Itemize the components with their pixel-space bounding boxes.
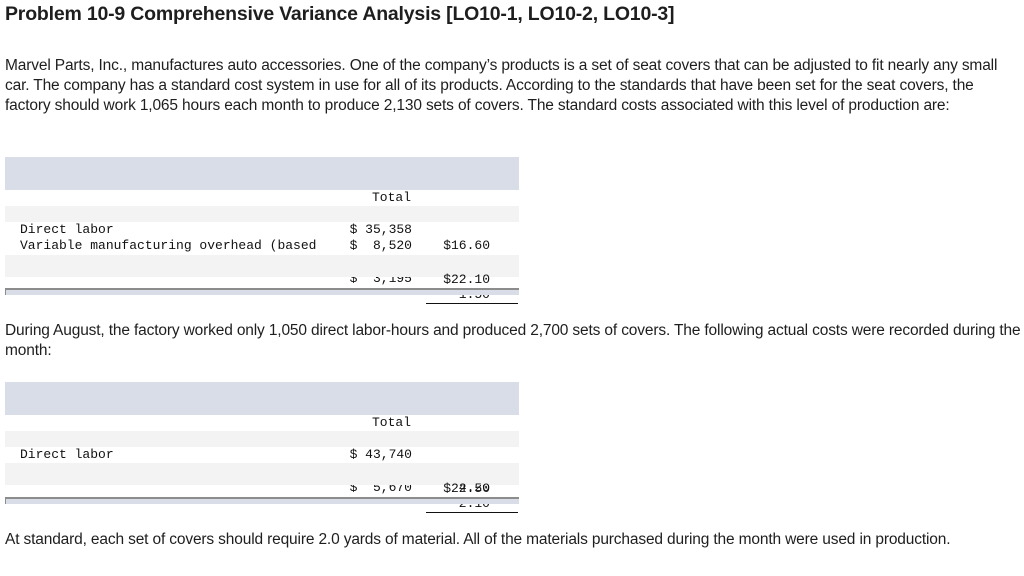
table-row: Direct labor $ 11,340 4.20: [5, 430, 519, 495]
table-row: Variable manufacturing overhead (based: [5, 222, 519, 253]
table-row: Direct materials (6,000 yards) $ 43,740 …: [5, 415, 519, 479]
august-paragraph: During August, the factory worked only 1…: [5, 322, 1021, 359]
table-row: Direct materials $ 35,358 $16.60: [5, 190, 519, 254]
row-label: Variable manufacturing overhead (based: [20, 238, 317, 254]
table-total-row: $22.50: [5, 463, 519, 501]
row-per-set: $16.60: [443, 238, 490, 254]
table-header-row: Per Set: [5, 382, 519, 413]
table-row: Variable manufacturing overhead $ 5,670 …: [5, 447, 519, 514]
table-horizontal-scrollbar[interactable]: [5, 497, 519, 504]
standard-cost-table: Per Set Total of Covers Direct materials…: [5, 157, 519, 305]
problem-title: Problem 10-9 Comprehensive Variance Anal…: [5, 3, 675, 25]
grand-total-per-set: $22.10: [443, 272, 490, 288]
standard-requirement-paragraph: At standard, each set of covers should r…: [5, 531, 951, 548]
intro-paragraph: Marvel Parts, Inc., manufactures auto ac…: [5, 57, 998, 114]
row-total: $ 35,358: [349, 222, 412, 238]
row-total: $ 43,740: [349, 447, 412, 463]
row-label: Direct labor: [20, 447, 114, 463]
grand-total-per-set: $22.50: [443, 480, 490, 496]
table-horizontal-scrollbar[interactable]: [5, 288, 519, 295]
row-total: $ 8,520: [349, 238, 412, 254]
row-label: Direct labor: [20, 222, 114, 238]
table-row: Direct labor $ 8,520 4.00: [5, 205, 519, 270]
table-header-row: Total of Covers: [5, 173, 519, 221]
col-header-total: Total: [371, 189, 411, 205]
table-total-row: $22.10: [5, 254, 519, 293]
table-header-row: Total of Covers: [5, 398, 519, 446]
table-row: on direct labor-hours) $ 3,195 1.50: [5, 238, 519, 305]
actual-cost-table: Per Set Total of Covers Direct materials…: [5, 382, 519, 514]
table-header-row: Per Set: [5, 157, 519, 188]
col-header-total: Total: [371, 414, 411, 430]
